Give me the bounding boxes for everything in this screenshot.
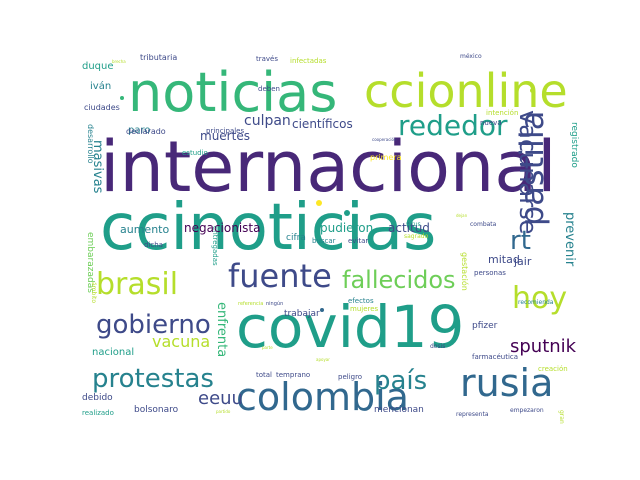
word-negacionista: negacionista (184, 221, 261, 235)
word-hoy: hoy (512, 281, 568, 316)
word-apoyar: apoyar (316, 357, 330, 362)
word-debido: debido (82, 393, 113, 403)
word-parte: parte (262, 345, 273, 350)
word-brasil: brasil (96, 267, 179, 302)
word-gran: gran (558, 410, 565, 424)
word-infectadas: infectadas (290, 57, 327, 65)
word-actitud: actitud (388, 221, 430, 235)
word-vacunarse: vacunarse (514, 110, 542, 235)
word-primera: primera (370, 153, 402, 162)
word-cientificos: científicos (292, 117, 353, 131)
word-sputnik: sputnik (510, 336, 577, 357)
word-registrado: registrado (569, 122, 579, 168)
word-dejan: dejan (456, 213, 468, 218)
word-tributaria: tributaria (140, 53, 178, 62)
word-mujeres: mujeres (350, 305, 379, 313)
word-bolsonaro: bolsonaro (134, 405, 179, 415)
word-rededor: rededor (398, 109, 508, 142)
word-ciudades: ciudades (84, 103, 120, 112)
word-ccinoticias: ccinoticias (100, 191, 437, 265)
word-declarado: declarado (126, 127, 166, 136)
word-farmaceutica: farmacéutica (472, 353, 519, 361)
word-vacuna: vacuna (152, 332, 211, 351)
word-pais: país (374, 366, 428, 396)
word-cooperacion: cooperación (372, 137, 397, 142)
word-noticias: noticias (128, 61, 338, 124)
word-gestacion: gestación (460, 252, 469, 291)
word-brecha: brecha (112, 59, 126, 64)
word-total: total (256, 371, 273, 379)
word-personas: personas (474, 269, 506, 277)
word-colombia: colombia (236, 375, 409, 419)
word-mexico: méxico (460, 53, 482, 60)
word-dicha: dicha (144, 241, 163, 249)
word-muertes: muertes (200, 129, 250, 143)
word-fuente: fuente (228, 257, 332, 295)
word-desarrollo: desarrollo (86, 124, 95, 164)
word-nacional: nacional (92, 347, 135, 358)
word-pfizer: pfizer (472, 321, 498, 331)
word-partido: partido (216, 409, 231, 414)
word-duque: duque (82, 61, 114, 72)
word-ivan: iván (90, 81, 112, 92)
word-gobierno: gobierno (96, 310, 211, 340)
word-combata: combata (470, 221, 497, 228)
word-pudieron: pudieron (320, 221, 374, 235)
word-enfrenta: enfrenta (214, 302, 229, 358)
word-evitar: evitar (348, 237, 369, 245)
word-rusia: rusia (460, 361, 554, 405)
word-recomienda: recomienda (518, 299, 554, 306)
dot-mark (320, 308, 324, 312)
word-internacional: internacional (100, 126, 557, 208)
word-prevenir: prevenir (562, 212, 577, 267)
word-creacion: creación (538, 365, 568, 373)
word-culpan: culpan (244, 113, 291, 129)
word-rt: rt (510, 226, 531, 256)
word-empezaron: empezaron (510, 407, 544, 414)
word-fallecidos: fallecidos (342, 266, 456, 294)
word-trabajar: trabajar (284, 309, 320, 319)
word-dosis: dosis (430, 343, 446, 350)
word-ningun: ningún (266, 301, 284, 307)
word-realizado: realizado (82, 409, 114, 417)
word-covid19: covid19 (236, 293, 465, 361)
word-traves: través (256, 55, 279, 63)
word-deben: deben (258, 85, 280, 93)
dot-mark (344, 210, 350, 216)
word-peligro: peligro (338, 373, 363, 381)
word-ccionline: ccionline (364, 64, 568, 118)
word-cifra: cifra (286, 233, 306, 243)
dot-mark (316, 200, 322, 206)
word-nueva: nueva (480, 119, 502, 127)
word-virus: virus (406, 221, 421, 228)
word-referencia: referencia (238, 301, 264, 307)
word-efectos: efectos (348, 297, 374, 305)
word-mencionan: mencionan (374, 405, 424, 415)
word-representa: representa (456, 411, 489, 418)
dot-mark (530, 88, 535, 93)
word-ambito: ámbito (90, 282, 97, 304)
word-intencion: intención (486, 109, 519, 117)
word-eeuu: eeuu (198, 388, 243, 409)
word-paro: paro (128, 125, 151, 136)
word-protestas: protestas (92, 364, 214, 394)
word-principales: principales (206, 127, 245, 135)
word-jair: jair (514, 255, 532, 268)
word-buscar: buscar (312, 237, 336, 245)
dot-mark (120, 96, 124, 100)
word-sagrado: sagrado (404, 233, 429, 240)
word-estudio: estudio (182, 149, 208, 157)
word-mitad: mitad (488, 253, 520, 266)
word-temprano: temprano (276, 371, 311, 379)
word-aumento: aumento (120, 223, 170, 236)
